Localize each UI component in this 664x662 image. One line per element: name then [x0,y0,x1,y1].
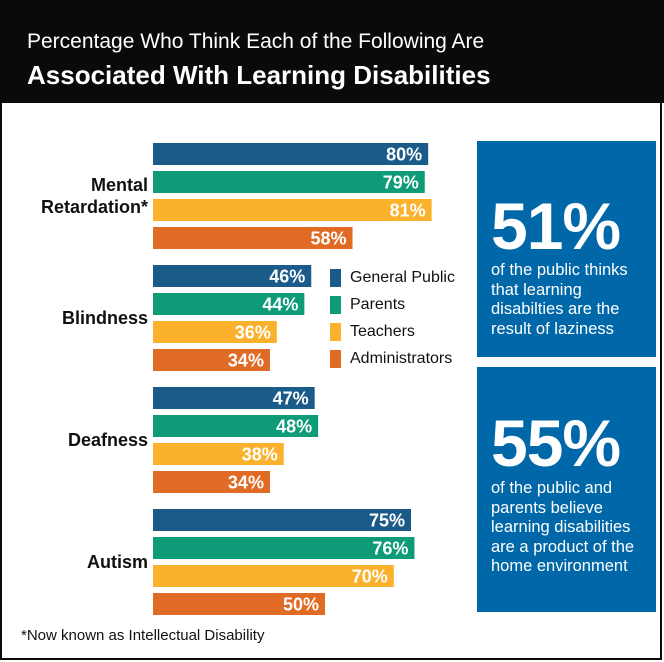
category-label-line: Autism [86,552,148,572]
title-line-2: Associated With Learning Disabilities [27,60,491,90]
category-label-line: Blindness [61,308,148,328]
bar-deafness-general-public [153,387,315,409]
legend-swatch-teachers [330,322,341,341]
legend-label-parents: Parents [350,295,406,313]
data-label-deafness-administrators: 34% [228,473,264,493]
data-label-mental-retardation-teachers: 81% [390,201,426,221]
bar-deafness-administrators [153,471,270,493]
bar-blindness-general-public [153,265,312,287]
callout-laziness-value: 51% [491,189,621,263]
category-label-line: Mental [90,175,148,195]
bar-blindness-teachers [153,321,277,343]
bar-blindness-administrators [153,349,270,371]
bar-mental-retardation-parents [153,171,425,193]
data-label-deafness-general-public: 47% [273,389,309,409]
callout-home-text: of the public and parents believe learni… [491,479,635,575]
data-label-deafness-parents: 48% [276,417,312,437]
legend-item-teachers: Teachers [330,318,455,345]
bar-autism-administrators [153,593,325,615]
legend-swatch-general-public [330,268,341,287]
bar-deafness-parents [153,415,319,437]
data-label-mental-retardation-general-public: 80% [386,145,422,165]
bar-blindness-parents [153,293,305,315]
data-label-autism-administrators: 50% [283,595,319,615]
legend-item-general-public: General Public [330,264,455,291]
category-label-deafness: Deafness [6,429,148,451]
data-label-autism-general-public: 75% [369,511,405,531]
bar-autism-parents [153,537,415,559]
legend: General Public Parents Teachers Administrat… [330,264,455,372]
category-label-blindness: Blindness [6,307,148,329]
bar-deafness-teachers [153,443,284,465]
bar-autism-general-public [153,509,411,531]
bar-mental-retardation-general-public [153,143,429,165]
category-label-line: Deafness [67,430,148,450]
footnote: *Now known as Intellectual Disability [21,627,265,644]
legend-swatch-parents [330,295,341,314]
chart-frame [0,103,662,660]
category-label-line: Retardation* [40,197,148,217]
header: Percentage Who Think Each of the Followi… [0,0,664,103]
title-line-1: Percentage Who Think Each of the Followi… [27,30,485,53]
data-label-autism-teachers: 70% [352,567,388,587]
data-label-blindness-general-public: 46% [269,267,305,287]
data-label-mental-retardation-administrators: 58% [310,229,346,249]
legend-item-administrators: Administrators [330,345,455,372]
category-label-mental-retardation: Mental Retardation* [6,174,148,218]
legend-label-teachers: Teachers [350,322,415,340]
data-label-blindness-teachers: 36% [235,323,271,343]
legend-label-administrators: Administrators [350,349,453,367]
callout-laziness: 51% of the public thinks that learning d… [477,141,656,357]
legend-swatch-administrators [330,349,341,368]
callout-home-value: 55% [491,406,621,480]
data-label-blindness-administrators: 34% [228,351,264,371]
bar-autism-teachers [153,565,394,587]
data-label-deafness-teachers: 38% [242,445,278,465]
legend-label-general-public: General Public [350,268,455,286]
callout-home-environment: 55% of the public and parents believe le… [477,367,656,612]
legend-item-parents: Parents [330,291,455,318]
callout-laziness-text: of the public thinks that learning disab… [491,261,628,338]
bar-mental-retardation-administrators [153,227,353,249]
category-label-autism: Autism [6,551,148,573]
data-label-autism-parents: 76% [372,539,408,559]
bar-mental-retardation-teachers [153,199,432,221]
data-label-mental-retardation-parents: 79% [383,173,419,193]
data-label-blindness-parents: 44% [262,295,298,315]
